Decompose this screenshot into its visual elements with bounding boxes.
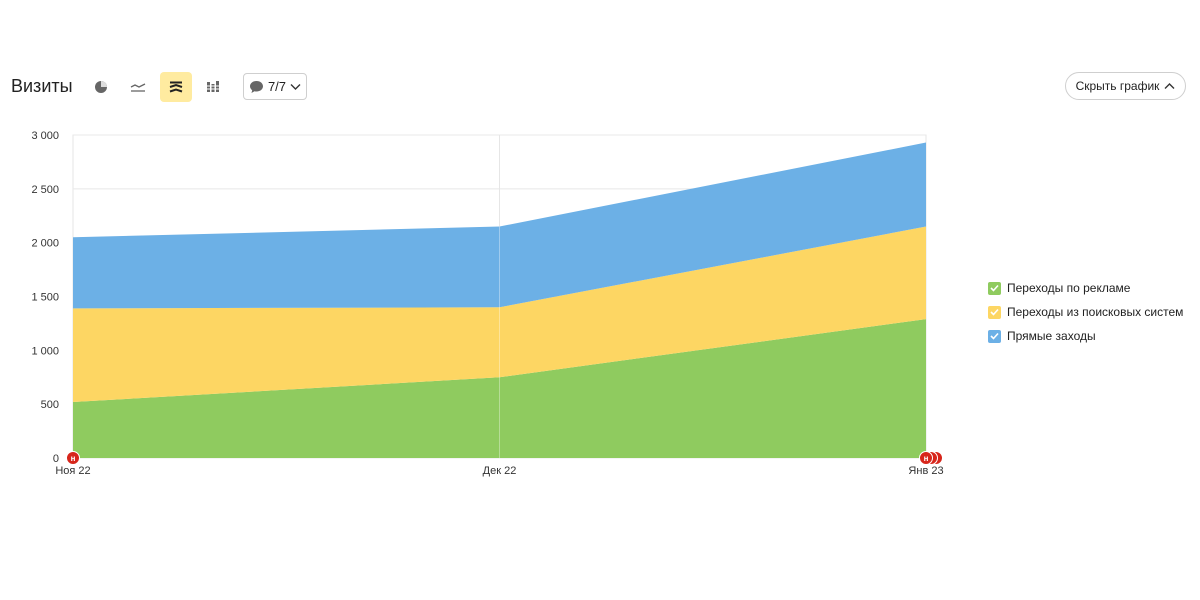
stacked-area-button[interactable] bbox=[160, 72, 192, 102]
legend-item[interactable]: Переходы из поисковых систем bbox=[988, 300, 1183, 324]
annotation-marker bbox=[66, 451, 80, 465]
checkbox-checked-icon[interactable] bbox=[988, 281, 1001, 295]
chart-title: Визиты bbox=[11, 76, 73, 96]
legend-label: Переходы из поисковых систем bbox=[1007, 305, 1184, 319]
pie-chart-button[interactable] bbox=[85, 72, 117, 102]
annotations-dropdown[interactable]: 7/7 bbox=[243, 73, 307, 100]
hide-chart-label: Скрыть график bbox=[1075, 79, 1160, 93]
y-tick-label: 2 000 bbox=[31, 238, 59, 250]
y-tick-label: 2 500 bbox=[31, 184, 59, 196]
stacked-bar-icon bbox=[207, 81, 219, 92]
chevron-down-icon bbox=[290, 83, 301, 90]
chart-legend: Переходы по рекламе Переходы из поисковых… bbox=[988, 276, 1183, 348]
checkbox-checked-icon[interactable] bbox=[988, 329, 1001, 343]
line-chart-button[interactable] bbox=[122, 72, 154, 102]
area-series-3 bbox=[73, 142, 926, 309]
y-tick-label: 3 000 bbox=[31, 130, 59, 142]
legend-label: Переходы по рекламе bbox=[1007, 281, 1131, 295]
checkbox-checked-icon[interactable] bbox=[988, 305, 1001, 319]
legend-label: Прямые заходы bbox=[1007, 329, 1096, 343]
hide-chart-button[interactable]: Скрыть график bbox=[1065, 72, 1186, 100]
y-tick-label: 0 bbox=[53, 453, 59, 465]
chevron-up-icon bbox=[1164, 83, 1175, 89]
annotation-marker-label: н bbox=[71, 454, 76, 463]
legend-item[interactable]: Прямые заходы bbox=[988, 324, 1183, 348]
legend-item[interactable]: Переходы по рекламе bbox=[988, 276, 1183, 300]
stacked-area-icon bbox=[169, 81, 183, 93]
x-tick-label: Ноя 22 bbox=[55, 465, 90, 477]
stacked-bar-button[interactable] bbox=[197, 72, 229, 102]
stacked-area-chart: 0 500 1 000 1 500 2 000 2 500 3 000 Ноя 22 Дек 2… bbox=[31, 130, 943, 477]
x-tick-label: Дек 22 bbox=[483, 465, 517, 477]
comment-icon bbox=[249, 80, 263, 93]
annotations-count: 7/7 bbox=[267, 79, 287, 94]
y-tick-label: 1 500 bbox=[31, 292, 59, 304]
area-series-1 bbox=[73, 319, 926, 458]
pie-chart-icon bbox=[95, 81, 107, 93]
area-series-2 bbox=[73, 226, 926, 403]
y-tick-label: 1 000 bbox=[31, 345, 59, 357]
annotation-marker bbox=[919, 451, 933, 465]
annotation-marker-label: н bbox=[924, 454, 929, 463]
chart-toolbar: Визиты 7/7 bbox=[0, 70, 1200, 104]
line-chart-icon bbox=[130, 83, 146, 92]
x-tick-label: Янв 23 bbox=[908, 465, 943, 477]
y-tick-label: 500 bbox=[41, 399, 59, 411]
